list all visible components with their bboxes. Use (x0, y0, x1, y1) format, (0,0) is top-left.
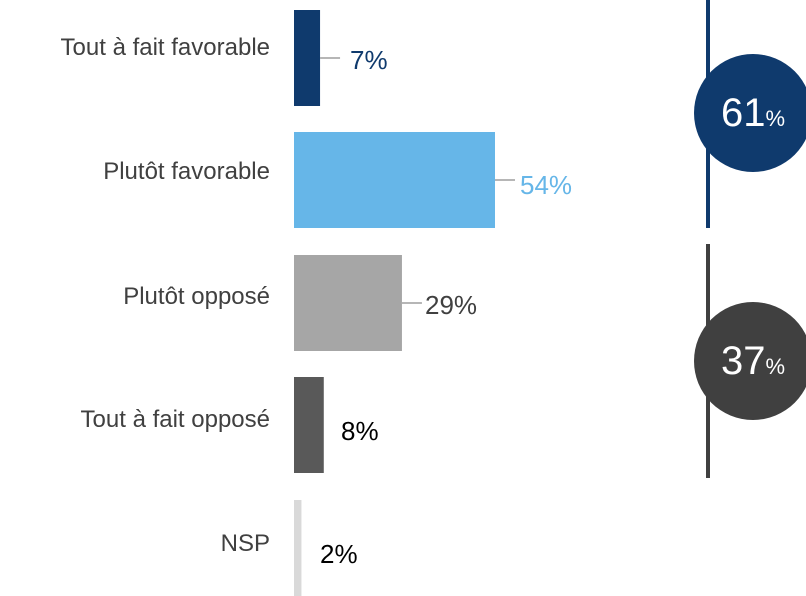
opposed-total-unit: % (765, 354, 786, 379)
bar-tout-a-fait-oppose (294, 377, 324, 473)
value-label-nsp: 2% (320, 539, 358, 569)
bar-tout-a-fait-favorable (294, 10, 321, 106)
value-label-plutot-favorable: 54% (520, 170, 573, 200)
opposed-total-value: 37 (720, 339, 766, 383)
bar-nsp (294, 500, 302, 596)
favorable-total-badge: 61% (694, 54, 806, 172)
category-label-tout-a-fait-oppose: Tout à fait opposé (80, 406, 270, 433)
opposed-total-badge: 37% (694, 302, 806, 420)
category-label-tout-a-fait-favorable: Tout à fait favorable (60, 34, 270, 61)
bar-plutot-oppose (294, 255, 402, 351)
category-label-nsp: NSP (220, 530, 270, 557)
value-label-tout-a-fait-favorable: 7% (350, 45, 388, 75)
favorable-total-unit: % (765, 106, 786, 131)
category-label-plutot-oppose: Plutôt opposé (123, 283, 270, 310)
favorable-total-value: 61 (720, 91, 766, 135)
value-label-tout-a-fait-oppose: 8% (341, 416, 379, 446)
category-label-plutot-favorable: Plutôt favorable (103, 158, 270, 185)
value-label-plutot-oppose: 29% (425, 290, 478, 320)
bar-plutot-favorable (294, 132, 495, 228)
